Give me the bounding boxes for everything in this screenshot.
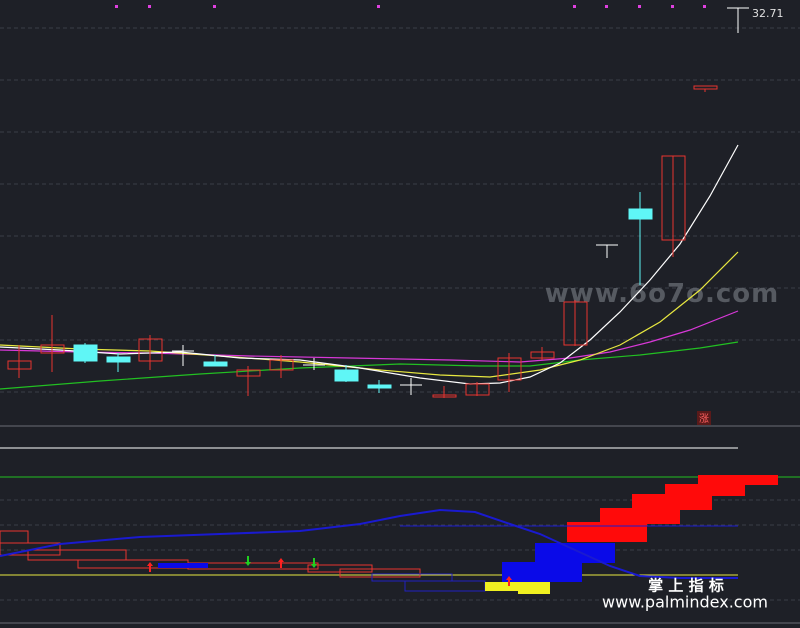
ma-green <box>0 341 739 390</box>
red-steps-filled <box>567 475 778 542</box>
badge-bg <box>697 411 711 425</box>
brand-name: 掌 上 指 标 <box>648 577 724 595</box>
yellow-bar <box>518 582 550 594</box>
brand-url: www.palmindex.com <box>602 593 768 612</box>
blue-steps <box>158 543 615 582</box>
blue-curve <box>0 508 738 579</box>
candles <box>7 7 749 398</box>
yellow-bar <box>485 582 519 591</box>
signal-arrows <box>147 556 512 586</box>
grid <box>0 27 800 601</box>
watermark: www.6o7o.com <box>545 279 779 309</box>
top-markers <box>115 5 706 8</box>
badge: 涨 <box>699 413 709 425</box>
price-label: 32.71 <box>752 7 784 20</box>
